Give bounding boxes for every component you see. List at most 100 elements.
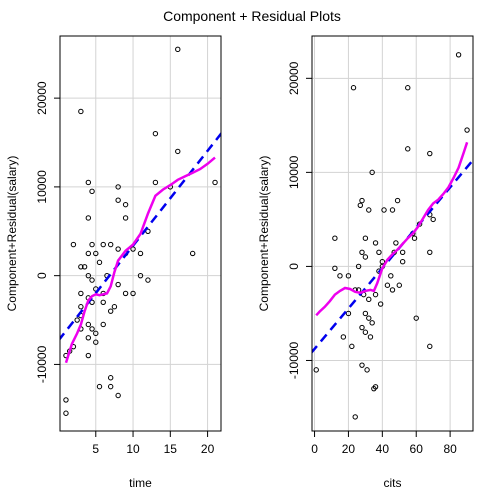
cits-point-19 [362,235,369,241]
time-point-43 [115,184,121,190]
cits-point-32 [372,291,379,298]
time-point-33 [100,241,106,248]
time-point-58 [152,130,159,137]
cits-point-25 [366,296,372,303]
cits-point-41 [388,273,394,279]
cits-point-7 [349,343,355,350]
cits-point-23 [364,367,370,373]
time-point-19 [85,321,92,328]
cits-y-tick-label-1: 0 [287,263,301,270]
time-point-53 [130,246,136,252]
cits-point-58 [427,249,433,256]
cits-x-tick-label-4: 80 [443,442,457,456]
time-point-44 [115,197,121,203]
cits-x-tick-label-1: 20 [342,442,356,456]
time-point-42 [111,304,118,310]
time-point-7 [78,108,84,115]
time-point-26 [89,326,95,332]
time-y-tick-label-2: 10000 [35,170,49,204]
cits-point-22 [362,329,369,335]
time-point-27 [93,250,99,257]
time-point-15 [85,215,92,221]
time-point-8 [78,264,84,270]
cits-point-6 [345,273,352,279]
cits-point-56 [427,150,433,157]
cits-point-51 [405,146,411,152]
time-point-32 [96,383,103,390]
figure-title: Component + Residual Plots [163,8,341,24]
time-point-6 [74,317,80,323]
cits-smooth-curve [315,141,469,317]
time-point-40 [107,375,114,381]
cits-point-43 [389,287,396,293]
cits-point-34 [376,249,382,256]
cits-point-11 [355,263,362,270]
cits-point-62 [464,127,470,133]
cits-y-tick-label-0: -10000 [287,341,301,379]
cits-point-1 [332,235,338,241]
cits-point-21 [362,310,369,317]
time-point-1 [63,397,69,403]
cits-x-axis-label: cits [384,476,402,490]
cits-point-24 [366,207,372,213]
time-point-16 [85,250,92,257]
time-point-30 [93,339,99,345]
time-point-41 [107,383,114,390]
time-point-47 [115,392,121,399]
cits-point-40 [384,282,391,288]
time-point-57 [145,277,151,283]
time-point-29 [93,330,99,337]
time-point-54 [137,250,144,257]
cits-point-13 [357,202,363,208]
cits-point-8 [350,85,357,91]
time-point-59 [152,179,159,186]
time-point-51 [122,290,129,297]
time-point-38 [107,241,114,248]
cits-point-38 [379,259,386,265]
cits-point-60 [430,216,436,223]
cits-x-tick-label-0: 0 [311,442,318,456]
time-point-22 [89,188,95,195]
cits-point-0 [313,367,319,373]
cits-point-5 [345,310,352,317]
time-point-64 [212,179,218,186]
cits-point-20 [362,254,369,260]
cits-point-29 [369,320,375,326]
time-point-36 [100,321,106,328]
time-y-tick-label-0: -10000 [35,345,49,383]
time-x-tick-label-2: 15 [164,442,178,456]
cits-y-axis-label: Component+Residual(salary) [257,156,271,312]
time-smooth-curve [64,156,216,364]
time-point-46 [115,281,121,288]
cits-point-49 [399,249,406,256]
time-y-axis-label: Component+Residual(salary) [5,156,19,312]
cits-point-39 [381,207,387,213]
cits-point-50 [405,85,411,91]
time-y-tick-label-1: 0 [35,272,49,279]
cits-point-31 [372,384,379,390]
cits-point-28 [369,169,375,176]
time-point-63 [189,250,196,257]
cits-linear-fit-line [312,160,473,354]
time-point-14 [85,179,92,186]
cits-y-tick-label-2: 10000 [287,155,301,189]
time-x-axis-label: time [129,476,152,490]
cits-point-53 [411,235,418,241]
cits-point-59 [427,343,433,350]
time-point-20 [85,335,92,341]
cits-point-15 [359,249,365,256]
cits-point-2 [332,265,338,271]
cits-panel: 0 20 40 60 80 -10000 0 10000 20000 cits Component+… [257,35,474,490]
cits-point-4 [340,334,347,340]
cits-point-27 [367,334,374,340]
time-y-tick-label-3: 20000 [35,81,49,115]
cits-point-61 [455,52,462,58]
cits-y-tick-label-3: 20000 [287,61,301,95]
cits-point-47 [396,282,402,288]
time-panel: 5 10 15 20 -10000 0 10000 20000 time Component+Re… [5,35,222,490]
cits-point-17 [359,362,365,368]
time-point-10 [78,304,84,310]
cits-plot-frame [311,35,474,432]
time-point-39 [107,308,114,314]
